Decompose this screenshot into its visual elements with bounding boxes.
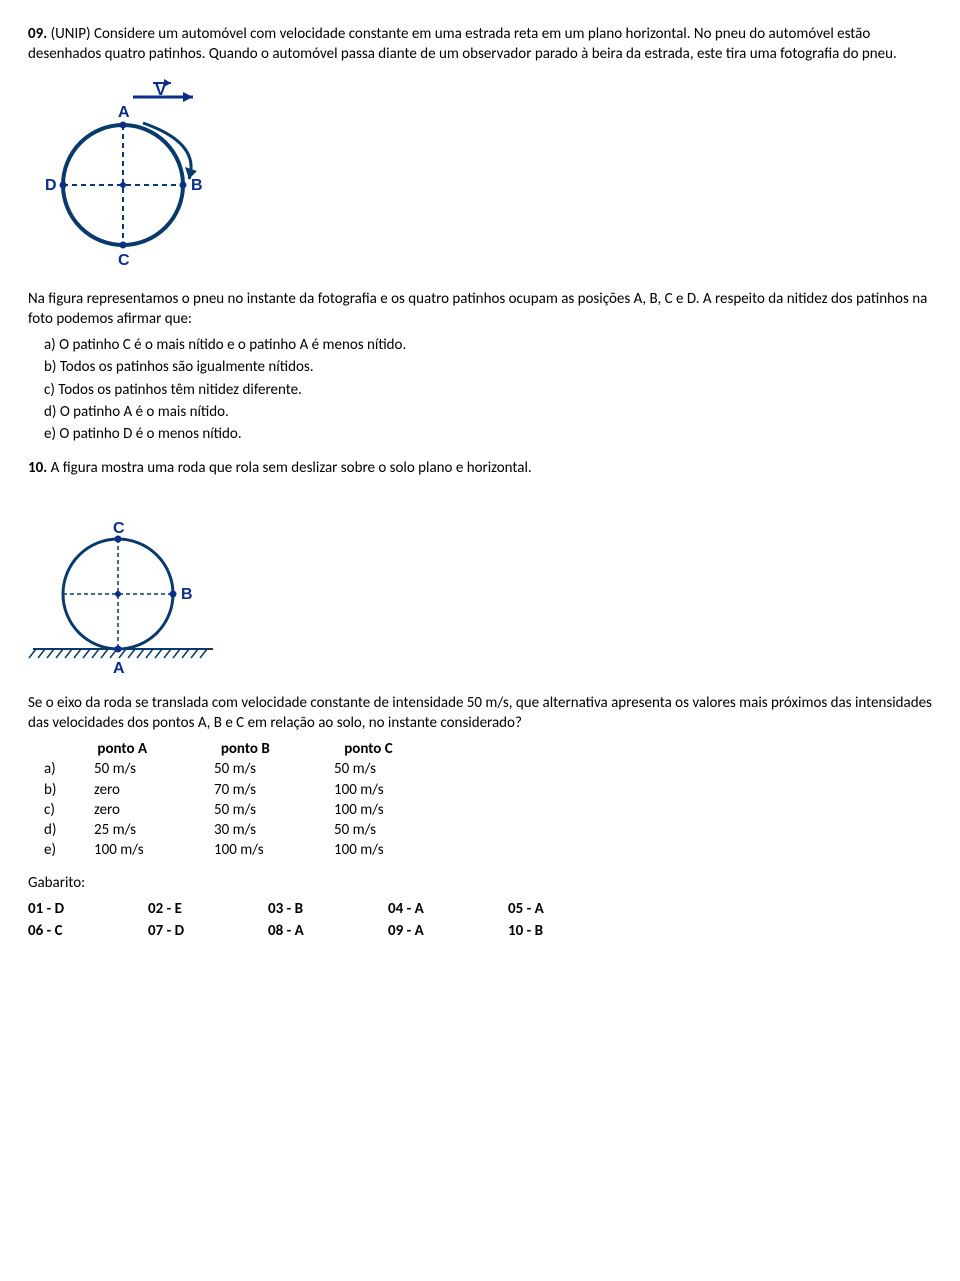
q10-row-c: 50 m/s bbox=[334, 759, 454, 779]
q10-row-lbl: b) bbox=[28, 780, 94, 800]
gabarito-cell: 07 - D bbox=[148, 921, 268, 941]
q09-source: (UNIP) bbox=[51, 25, 91, 43]
q10-table-header: ponto A ponto B ponto C bbox=[28, 739, 932, 759]
q10-body2: Se o eixo da roda se translada com veloc… bbox=[28, 693, 932, 734]
svg-text:C: C bbox=[118, 252, 130, 269]
q09-figure: A B C D V bbox=[28, 75, 932, 275]
q10-table-row: a)50 m/s50 m/s50 m/s bbox=[28, 759, 932, 779]
q09-opt-c: c) Todos os patinhos têm nitidez diferen… bbox=[44, 380, 932, 400]
gabarito-cell: 06 - C bbox=[28, 921, 148, 941]
svg-text:A: A bbox=[113, 660, 125, 677]
gabarito-row: 01 - D02 - E03 - B04 - A05 - A bbox=[28, 899, 932, 919]
q10-row-a: 100 m/s bbox=[94, 840, 214, 860]
q09-text: 09. (UNIP) Considere um automóvel com ve… bbox=[28, 24, 932, 65]
q09-opt-a: a) O patinho C é o mais nítido e o patin… bbox=[44, 335, 932, 355]
q10-table-row: c)zero50 m/s100 m/s bbox=[28, 800, 932, 820]
svg-text:B: B bbox=[181, 586, 193, 603]
q10-th-b: ponto B bbox=[221, 739, 341, 759]
gabarito-cell: 09 - A bbox=[388, 921, 508, 941]
q09-opt-e: e) O patinho D é o menos nítido. bbox=[44, 424, 932, 444]
svg-text:A: A bbox=[118, 104, 130, 121]
gabarito-answers: 01 - D02 - E03 - B04 - A05 - A06 - C07 -… bbox=[28, 899, 932, 942]
q10-row-lbl: d) bbox=[28, 820, 94, 840]
q10-row-c: 50 m/s bbox=[334, 820, 454, 840]
q10-row-b: 50 m/s bbox=[214, 800, 334, 820]
q10-th-a: ponto A bbox=[97, 739, 217, 759]
gabarito-cell: 04 - A bbox=[388, 899, 508, 919]
q10-table-row: d)25 m/s30 m/s50 m/s bbox=[28, 820, 932, 840]
q10-body1: A figura mostra uma roda que rola sem de… bbox=[51, 459, 532, 477]
q10-row-b: 30 m/s bbox=[214, 820, 334, 840]
q10-row-b: 100 m/s bbox=[214, 840, 334, 860]
svg-text:B: B bbox=[191, 177, 203, 194]
q10-table-row: b)zero70 m/s100 m/s bbox=[28, 780, 932, 800]
gabarito-cell: 01 - D bbox=[28, 899, 148, 919]
q10-text: 10. A figura mostra uma roda que rola se… bbox=[28, 458, 932, 478]
gabarito-cell: 08 - A bbox=[268, 921, 388, 941]
q09-options: a) O patinho C é o mais nítido e o patin… bbox=[28, 335, 932, 444]
q09-body2: Na figura representamos o pneu no instan… bbox=[28, 289, 932, 330]
q10-figure: C B A bbox=[28, 489, 932, 679]
q10-row-lbl: e) bbox=[28, 840, 94, 860]
q10-row-lbl: c) bbox=[28, 800, 94, 820]
q09-opt-b: b) Todos os patinhos são igualmente níti… bbox=[44, 357, 932, 377]
q09-number: 09. bbox=[28, 25, 47, 43]
q10-th-c: ponto C bbox=[344, 739, 464, 759]
q10-row-b: 50 m/s bbox=[214, 759, 334, 779]
q10-table: ponto A ponto B ponto C a)50 m/s50 m/s50… bbox=[28, 739, 932, 861]
q10-row-a: 25 m/s bbox=[94, 820, 214, 840]
gabarito-cell: 05 - A bbox=[508, 899, 628, 919]
gabarito-cell: 03 - B bbox=[268, 899, 388, 919]
q10-row-c: 100 m/s bbox=[334, 780, 454, 800]
q09-body1: Considere um automóvel com velocidade co… bbox=[28, 25, 897, 63]
gabarito-title: Gabarito: bbox=[28, 873, 932, 893]
svg-text:V: V bbox=[155, 80, 167, 99]
gabarito-row: 06 - C07 - D08 - A09 - A10 - B bbox=[28, 921, 932, 941]
q10-number: 10. bbox=[28, 459, 47, 477]
q09-opt-d: d) O patinho A é o mais nítido. bbox=[44, 402, 932, 422]
q10-row-b: 70 m/s bbox=[214, 780, 334, 800]
q10-row-c: 100 m/s bbox=[334, 840, 454, 860]
q10-row-a: zero bbox=[94, 800, 214, 820]
q10-row-a: 50 m/s bbox=[94, 759, 214, 779]
q10-table-row: e)100 m/s100 m/s100 m/s bbox=[28, 840, 932, 860]
q10-row-lbl: a) bbox=[28, 759, 94, 779]
gabarito-cell: 10 - B bbox=[508, 921, 628, 941]
q10-row-a: zero bbox=[94, 780, 214, 800]
svg-text:C: C bbox=[113, 520, 125, 537]
gabarito-cell: 02 - E bbox=[148, 899, 268, 919]
svg-text:D: D bbox=[45, 177, 57, 194]
q10-row-c: 100 m/s bbox=[334, 800, 454, 820]
